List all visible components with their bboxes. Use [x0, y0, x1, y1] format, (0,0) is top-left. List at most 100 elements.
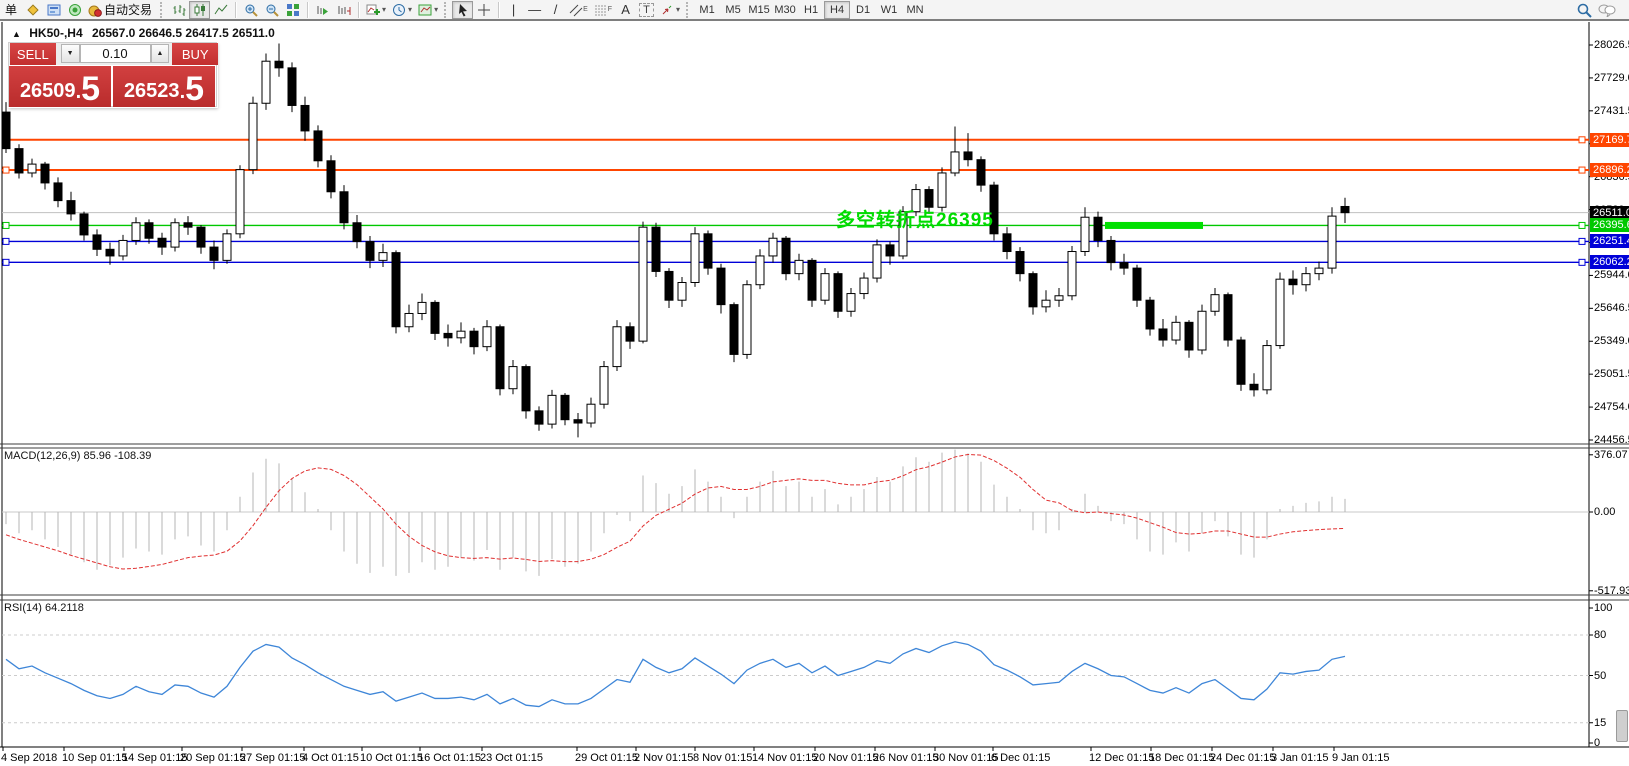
- timeframe-d1[interactable]: D1: [856, 3, 871, 16]
- support-2-handle-left[interactable]: [2, 258, 10, 266]
- pivot-trend-bar[interactable]: [1105, 221, 1203, 229]
- price-tick-label: 25646.5: [1594, 302, 1629, 315]
- toolbar-separator: [498, 1, 500, 18]
- resistance-2-handle-left[interactable]: [2, 166, 10, 174]
- candle-body: [456, 330, 466, 339]
- market-watch-button[interactable]: [43, 1, 64, 19]
- time-axis[interactable]: 4 Sep 2018 10 Sep 01:15 14 Sep 01:15 20 Sep…: [0, 749, 1629, 766]
- fibonacci-tool[interactable]: F: [591, 1, 615, 19]
- search-button[interactable]: [1574, 1, 1595, 19]
- line-chart-button[interactable]: [210, 1, 231, 19]
- cursor-button[interactable]: [452, 0, 474, 19]
- templates-button[interactable]: ▾: [415, 1, 441, 19]
- trendline-tool[interactable]: /: [553, 2, 558, 17]
- sell-button[interactable]: SELL: [10, 43, 56, 65]
- collapse-panel-icon[interactable]: ▲: [12, 29, 21, 39]
- resistance-2-handle-right[interactable]: [1578, 166, 1586, 174]
- volume-up-button[interactable]: ▲: [150, 44, 170, 63]
- candle-body: [976, 159, 986, 186]
- candlestick-chart-button[interactable]: [189, 0, 211, 19]
- channel-tool[interactable]: E: [566, 1, 591, 19]
- chart-shift-button[interactable]: [333, 1, 354, 19]
- support-1-handle-left[interactable]: [2, 237, 10, 245]
- new-order-label: 单: [5, 3, 18, 17]
- timeframe-m30[interactable]: M30: [774, 3, 796, 16]
- candle-body: [1093, 216, 1103, 241]
- buy-price-box[interactable]: 26523. 5: [113, 66, 215, 107]
- timeframe-w1[interactable]: W1: [880, 3, 898, 16]
- support-1-price-label: 26251.4: [1590, 234, 1629, 249]
- toolbar-grip[interactable]: [686, 1, 691, 18]
- time-label: 4 Sep 2018: [1, 752, 58, 764]
- candle-body: [313, 130, 323, 162]
- chevron-down-icon[interactable]: ▾: [434, 5, 439, 14]
- timeframe-m5[interactable]: M5: [725, 3, 741, 16]
- timeframe-mn[interactable]: MN: [906, 3, 924, 16]
- candle-body: [1015, 251, 1025, 275]
- time-label: 10 Sep 01:15: [62, 752, 128, 764]
- timeframe-h4[interactable]: H4: [824, 0, 851, 19]
- time-label: 16 Oct 01:15: [418, 752, 481, 764]
- new-order-icon-button[interactable]: [22, 1, 43, 19]
- text-label-tool[interactable]: T: [636, 1, 657, 19]
- candle-body: [1340, 205, 1350, 214]
- auto-scroll-button[interactable]: [312, 1, 333, 19]
- volume-down-button[interactable]: ▼: [60, 44, 80, 63]
- candle-body: [1106, 239, 1116, 264]
- candle-body: [274, 60, 284, 69]
- scripts-button[interactable]: [64, 1, 85, 19]
- zoom-in-button[interactable]: [240, 1, 261, 19]
- resistance-1-handle-right[interactable]: [1578, 136, 1586, 144]
- pivot-annotation-text[interactable]: 多空转折点26395: [836, 210, 994, 231]
- periods-button[interactable]: ▾: [389, 1, 415, 19]
- vertical-line-tool[interactable]: |: [511, 2, 516, 17]
- candle-body: [521, 366, 531, 412]
- pivot-line-handle-left[interactable]: [2, 221, 10, 229]
- chat-button[interactable]: [1595, 1, 1619, 19]
- chart-canvas[interactable]: [0, 21, 1629, 766]
- candle-body: [716, 267, 726, 306]
- timeframe-m1[interactable]: M1: [699, 3, 715, 16]
- price-tick-label: 24754.0: [1594, 401, 1629, 414]
- new-order-button[interactable]: 单: [0, 1, 22, 19]
- support-1-handle-right[interactable]: [1578, 237, 1586, 245]
- pivot-line-handle-right[interactable]: [1578, 221, 1586, 229]
- arrow-shapes-icon: [662, 5, 672, 14]
- price-axis[interactable]: 28026.527729.027431.527134.026836.526539…: [1589, 21, 1629, 766]
- toolbar-grip[interactable]: [160, 1, 165, 18]
- chevron-down-icon[interactable]: ▾: [408, 5, 413, 14]
- candle-body: [326, 160, 336, 193]
- timeframe-h1[interactable]: H1: [804, 3, 819, 16]
- one-click-top-row: SELL ▼ ▲ BUY: [9, 43, 218, 65]
- macd-tick-label: 376.07: [1594, 448, 1628, 461]
- bar-chart-button[interactable]: [168, 1, 189, 19]
- candle-body: [495, 326, 505, 390]
- scrollbar-thumb[interactable]: [1616, 710, 1628, 742]
- chevron-down-icon[interactable]: ▾: [676, 5, 681, 14]
- sell-price-box[interactable]: 26509. 5: [9, 66, 111, 107]
- candle-body: [482, 326, 492, 348]
- toolbar-grip[interactable]: [444, 1, 449, 18]
- chevron-down-icon[interactable]: ▾: [382, 5, 387, 14]
- sell-price-int: 26509: [19, 80, 76, 102]
- timeframe-m15[interactable]: M15: [748, 3, 770, 16]
- volume-input[interactable]: [79, 44, 151, 63]
- indicators-button[interactable]: ▾: [363, 1, 389, 19]
- order-diamond-icon: [26, 3, 39, 16]
- candle-body: [651, 226, 661, 272]
- macd-label: MACD(12,26,9): [4, 450, 81, 462]
- buy-button[interactable]: BUY: [172, 43, 218, 65]
- candle-body: [79, 213, 89, 236]
- bar-chart-icon: [173, 4, 186, 16]
- chat-bubbles-icon: [1598, 4, 1616, 17]
- zoom-out-button[interactable]: [261, 1, 282, 19]
- candle-body: [872, 244, 882, 279]
- auto-trading-button[interactable]: 自动交易: [85, 1, 157, 19]
- support-2-handle-right[interactable]: [1578, 258, 1586, 266]
- chart-window[interactable]: ▲ HK50-,H4 26567.0 26646.5 26417.5 26511…: [0, 21, 1629, 766]
- arrows-tool[interactable]: ▾: [657, 1, 683, 19]
- tile-windows-button[interactable]: [282, 1, 303, 19]
- horizontal-line-tool[interactable]: —: [528, 2, 542, 17]
- crosshair-button[interactable]: [473, 1, 494, 19]
- text-tool[interactable]: A: [621, 2, 630, 17]
